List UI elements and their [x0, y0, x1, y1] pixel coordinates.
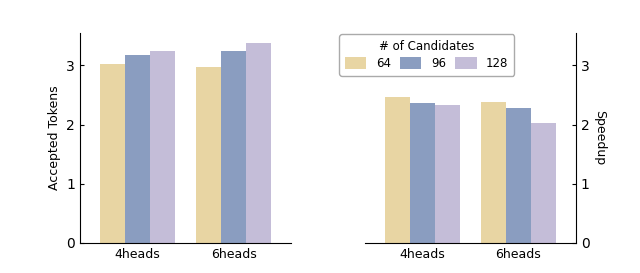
Bar: [506, 108, 531, 243]
Bar: [246, 43, 271, 243]
Y-axis label: Accepted Tokens: Accepted Tokens: [48, 85, 61, 190]
Bar: [125, 55, 150, 243]
Bar: [481, 102, 506, 243]
Y-axis label: Speedup: Speedup: [593, 110, 607, 165]
Bar: [100, 64, 125, 243]
Bar: [435, 105, 460, 243]
Bar: [196, 67, 221, 243]
Bar: [410, 103, 435, 243]
Bar: [531, 123, 556, 243]
Bar: [150, 51, 175, 243]
Bar: [221, 51, 246, 243]
Bar: [385, 97, 410, 243]
Legend: 64, 96, 128: 64, 96, 128: [339, 34, 515, 76]
